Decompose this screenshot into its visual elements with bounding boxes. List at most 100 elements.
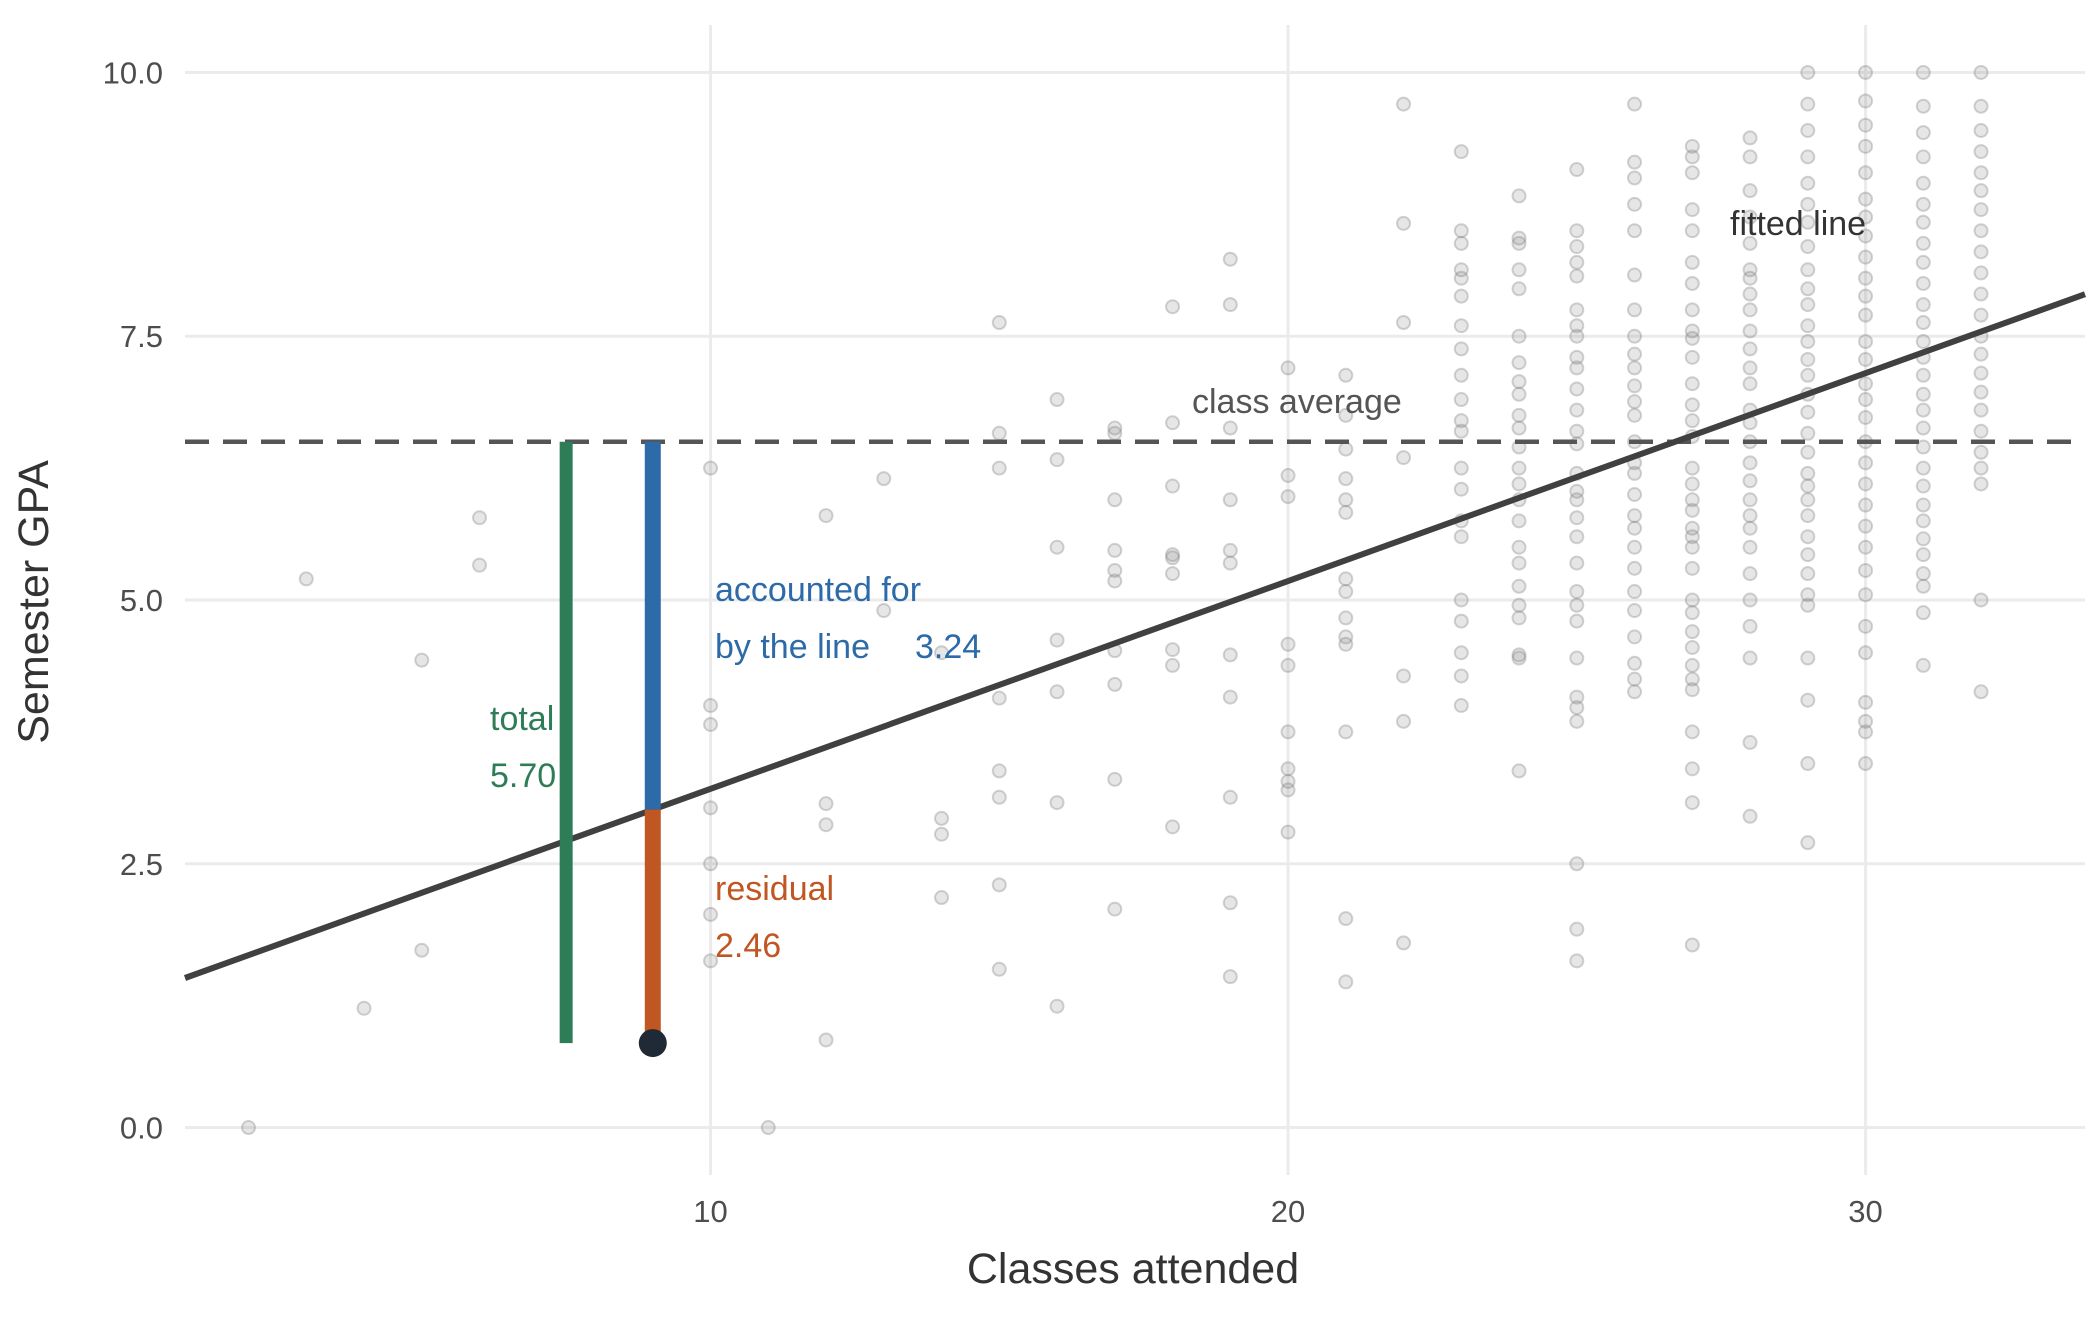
data-point — [1627, 378, 1643, 394]
data-point — [1973, 423, 1989, 439]
data-point — [1569, 921, 1585, 937]
data-point — [1915, 235, 1931, 251]
data-point — [1858, 645, 1874, 661]
data-point — [1858, 64, 1874, 80]
data-point — [1338, 504, 1354, 520]
data-point — [1338, 629, 1354, 645]
data-point — [1742, 323, 1758, 339]
data-point — [1511, 235, 1527, 251]
data-point — [1511, 407, 1527, 423]
data-point — [1280, 724, 1296, 740]
data-point — [1973, 384, 1989, 400]
accounted-label-line2: by the line — [715, 628, 870, 666]
data-point — [1338, 367, 1354, 383]
data-point — [1858, 351, 1874, 367]
data-point — [1742, 734, 1758, 750]
data-point — [1049, 632, 1065, 648]
data-point — [1800, 175, 1816, 191]
y-tick-label: 7.5 — [120, 319, 163, 354]
data-point — [1222, 969, 1238, 985]
data-point — [1742, 270, 1758, 286]
data-point — [1627, 360, 1643, 376]
data-point — [1742, 808, 1758, 824]
data-point — [1973, 592, 1989, 608]
data-point — [1511, 281, 1527, 297]
data-point — [991, 763, 1007, 779]
data-point — [1453, 367, 1469, 383]
data-point — [1511, 374, 1527, 390]
data-point — [1915, 175, 1931, 191]
data-point — [1569, 650, 1585, 666]
data-point — [1165, 547, 1181, 563]
data-point — [1915, 605, 1931, 621]
data-point — [1800, 149, 1816, 165]
data-point — [991, 315, 1007, 331]
class-average-label: class average — [1192, 383, 1402, 421]
data-point — [1627, 96, 1643, 112]
data-point — [1742, 592, 1758, 608]
data-point — [1569, 597, 1585, 613]
data-point — [1858, 476, 1874, 492]
data-point — [1511, 610, 1527, 626]
data-point — [1973, 286, 1989, 302]
data-point — [1800, 262, 1816, 278]
data-point — [1973, 165, 1989, 181]
data-point — [703, 953, 719, 969]
data-point — [356, 1000, 372, 1016]
data-point — [1858, 376, 1874, 392]
data-point — [1049, 392, 1065, 408]
total-value: 5.70 — [490, 757, 556, 795]
data-point — [703, 460, 719, 476]
data-point — [991, 961, 1007, 977]
data-point — [1453, 341, 1469, 357]
data-point — [703, 906, 719, 922]
data-point — [1222, 492, 1238, 508]
data-point — [1684, 376, 1700, 392]
data-point — [1511, 386, 1527, 402]
data-point — [1569, 328, 1585, 344]
data-point — [1800, 334, 1816, 350]
data-point — [1858, 587, 1874, 603]
data-point — [1915, 531, 1931, 547]
data-point — [1915, 386, 1931, 402]
data-point — [1800, 756, 1816, 772]
data-point — [1569, 423, 1585, 439]
data-point — [1684, 254, 1700, 270]
data-point — [991, 425, 1007, 441]
y-tick-label: 10.0 — [103, 55, 163, 90]
data-point — [1800, 297, 1816, 313]
data-point — [1973, 476, 1989, 492]
data-point — [1049, 684, 1065, 700]
data-point — [1684, 624, 1700, 640]
data-point — [1684, 460, 1700, 476]
data-point — [1569, 402, 1585, 418]
data-point — [1453, 645, 1469, 661]
data-point — [1800, 692, 1816, 708]
data-point — [1684, 639, 1700, 655]
data-point — [1569, 529, 1585, 545]
data-point — [1627, 346, 1643, 362]
highlighted-point — [638, 1029, 667, 1058]
data-point — [1800, 650, 1816, 666]
data-point — [1280, 489, 1296, 505]
data-point — [818, 1032, 834, 1048]
data-point — [1511, 578, 1527, 594]
data-point — [1742, 508, 1758, 524]
y-tick-label: 2.5 — [120, 847, 163, 882]
data-point — [1800, 587, 1816, 603]
data-point — [1338, 584, 1354, 600]
data-point — [1800, 508, 1816, 524]
data-point — [1049, 795, 1065, 811]
data-point — [1684, 149, 1700, 165]
data-point — [1973, 64, 1989, 80]
gridlines — [185, 25, 2085, 1175]
data-point — [1684, 492, 1700, 508]
data-point — [1684, 520, 1700, 536]
data-point — [1684, 223, 1700, 239]
data-point — [1858, 191, 1874, 207]
data-point — [1684, 605, 1700, 621]
data-point — [1222, 647, 1238, 663]
data-point — [1973, 183, 1989, 199]
data-point — [1915, 64, 1931, 80]
data-point — [1858, 117, 1874, 133]
